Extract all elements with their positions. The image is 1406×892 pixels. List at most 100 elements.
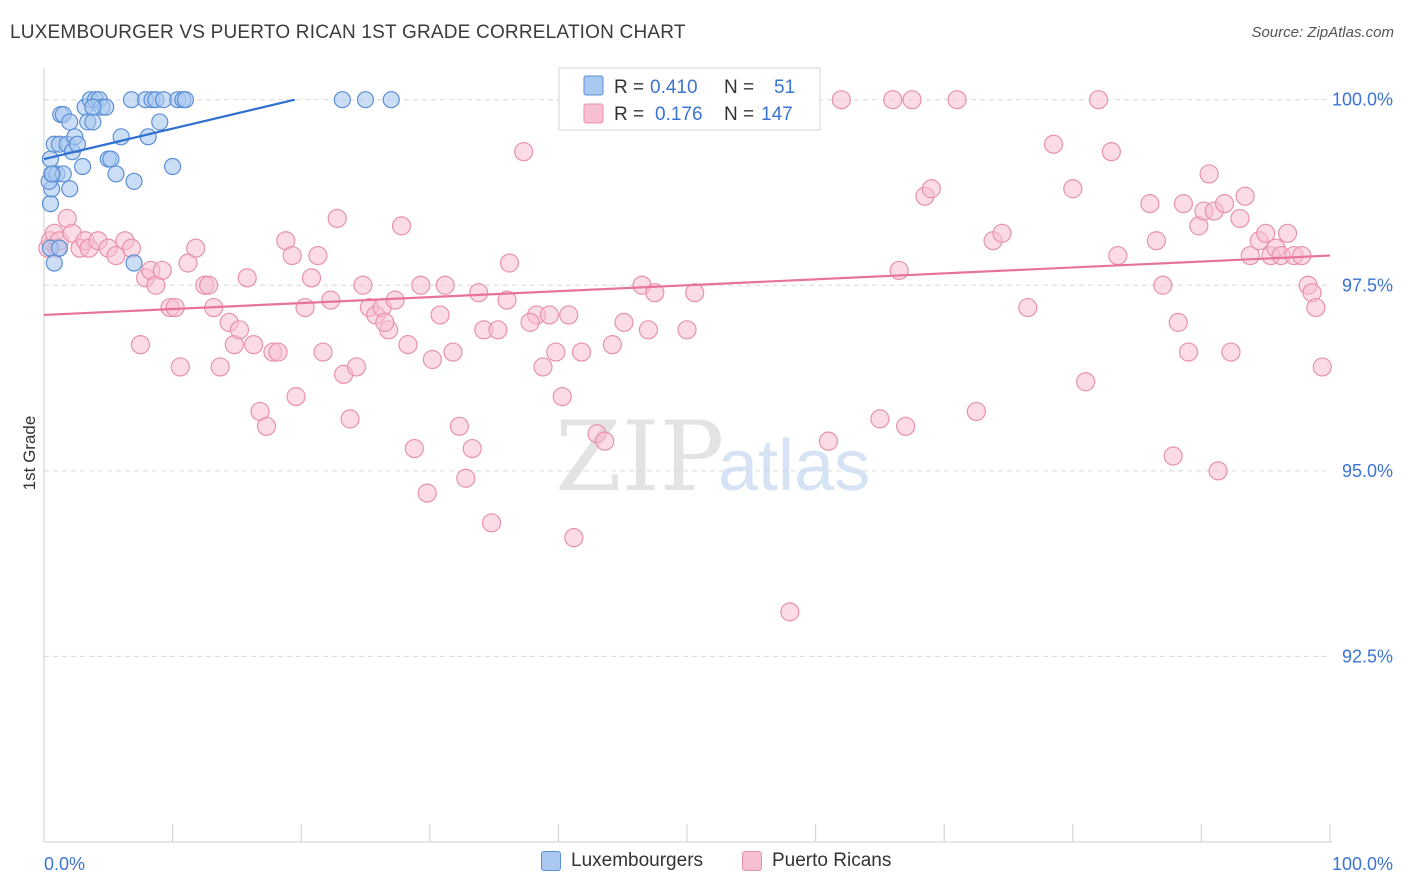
data-point-luxembourgers — [151, 113, 169, 131]
data-point-puerto-ricans — [398, 335, 418, 355]
legend-label-luxembourgers: Luxembourgers — [571, 850, 704, 871]
y-axis-label: 1st Grade — [20, 416, 39, 491]
legend-swatch-pink — [583, 103, 604, 124]
data-point-puerto-ricans — [353, 275, 373, 295]
y-tick-label: 97.5% — [1342, 275, 1393, 295]
data-point-puerto-ricans — [443, 342, 463, 362]
data-point-puerto-ricans — [1199, 164, 1219, 184]
data-point-puerto-ricans — [121, 238, 142, 258]
data-point-luxembourgers — [84, 98, 102, 116]
data-point-puerto-ricans — [1018, 297, 1038, 318]
data-point-puerto-ricans — [268, 342, 288, 362]
data-point-luxembourgers — [61, 180, 79, 198]
legend-r-label-1: R = — [614, 77, 649, 98]
data-point-puerto-ricans — [1221, 342, 1241, 362]
data-point-puerto-ricans — [1277, 223, 1298, 243]
legend-item-puerto-ricans[interactable]: Puerto Ricans — [742, 850, 891, 872]
data-point-puerto-ricans — [595, 431, 615, 451]
data-point-puerto-ricans — [1208, 461, 1228, 481]
data-point-puerto-ricans — [199, 275, 219, 295]
data-point-puerto-ricans — [571, 342, 592, 362]
legend-swatch-puerto-ricans — [742, 851, 762, 871]
data-point-luxembourgers — [73, 157, 92, 176]
data-point-puerto-ricans — [481, 513, 502, 533]
data-point-puerto-ricans — [456, 468, 476, 488]
data-point-puerto-ricans — [313, 342, 333, 362]
data-point-puerto-ricans — [130, 335, 151, 355]
trend-lines — [43, 98, 1331, 317]
data-point-puerto-ricans — [152, 260, 172, 281]
legend-item-luxembourgers[interactable]: Luxembourgers — [541, 850, 703, 872]
data-point-puerto-ricans — [295, 297, 315, 318]
data-point-puerto-ricans — [645, 283, 665, 303]
series-puerto-ricans — [38, 90, 1332, 622]
data-point-puerto-ricans — [488, 320, 508, 340]
data-point-puerto-ricans — [210, 357, 230, 377]
data-point-puerto-ricans — [831, 90, 851, 110]
legend-r-value-2: 0.176 — [655, 104, 703, 125]
axes — [43, 68, 1332, 843]
data-point-puerto-ricans — [1173, 194, 1193, 214]
data-point-luxembourgers — [61, 113, 79, 131]
data-point-puerto-ricans — [883, 90, 903, 110]
data-point-puerto-ricans — [514, 142, 534, 162]
data-point-puerto-ricans — [449, 416, 469, 436]
legend-n-label-1: N = — [724, 77, 759, 98]
data-point-luxembourgers — [164, 157, 182, 176]
watermark-zip: ZIP — [555, 401, 724, 513]
data-point-puerto-ricans — [818, 431, 839, 451]
x-tick-label: 0.0% — [44, 854, 85, 874]
data-point-luxembourgers — [125, 254, 143, 272]
y-tick-label: 100.0% — [1332, 90, 1393, 110]
data-point-puerto-ricans — [321, 290, 341, 310]
data-point-luxembourgers — [43, 165, 61, 183]
data-point-puerto-ricans — [677, 320, 697, 340]
data-point-luxembourgers — [45, 254, 63, 272]
x-tick-label: 100.0% — [1332, 854, 1393, 874]
data-point-puerto-ricans — [870, 409, 890, 429]
trend-line-luxembourgers — [43, 98, 296, 161]
data-point-puerto-ricans — [1306, 297, 1326, 318]
data-point-luxembourgers — [382, 91, 400, 109]
legend-n-label-2: N = — [724, 104, 759, 125]
data-point-puerto-ricans — [391, 216, 412, 236]
data-point-puerto-ricans — [430, 305, 450, 325]
data-point-puerto-ricans — [902, 90, 922, 110]
data-point-puerto-ricans — [552, 387, 572, 407]
data-point-puerto-ricans — [301, 268, 322, 288]
data-point-puerto-ricans — [559, 305, 579, 325]
data-point-puerto-ricans — [404, 438, 424, 459]
data-point-puerto-ricans — [462, 438, 482, 459]
data-point-puerto-ricans — [1178, 342, 1199, 362]
data-point-puerto-ricans — [186, 238, 206, 258]
data-point-puerto-ricans — [106, 245, 126, 266]
series-legend: Luxembourgers Puerto Ricans — [0, 850, 1406, 880]
data-point-puerto-ricans — [921, 179, 941, 199]
legend-label-puerto-ricans: Puerto Ricans — [772, 850, 892, 871]
data-point-puerto-ricans — [499, 253, 520, 273]
data-point-luxembourgers — [41, 195, 60, 213]
legend-n-value-2: 147 — [761, 104, 793, 125]
data-point-puerto-ricans — [229, 320, 250, 340]
data-point-puerto-ricans — [435, 275, 455, 295]
chart-title: LUXEMBOURGER VS PUERTO RICAN 1ST GRADE C… — [10, 22, 686, 43]
series-luxembourgers — [40, 91, 400, 272]
data-point-puerto-ricans — [947, 90, 967, 110]
data-point-puerto-ricans — [1153, 275, 1173, 295]
data-point-puerto-ricans — [327, 208, 347, 229]
data-point-puerto-ricans — [237, 268, 257, 288]
data-point-puerto-ricans — [1163, 446, 1183, 466]
data-point-puerto-ricans — [1063, 179, 1083, 199]
data-point-puerto-ricans — [1214, 194, 1235, 214]
data-point-puerto-ricans — [469, 283, 489, 303]
data-point-puerto-ricans — [244, 335, 264, 355]
tick-labels: 100.0% 97.5% 95.0% 92.5% 0.0% 100.0% — [44, 90, 1393, 874]
trend-line-puerto-ricans — [43, 254, 1331, 317]
data-point-puerto-ricans — [1076, 372, 1096, 392]
data-point-puerto-ricans — [685, 283, 705, 303]
data-point-puerto-ricans — [520, 312, 540, 332]
data-point-puerto-ricans — [170, 357, 190, 377]
watermark: ZIP atlas — [555, 401, 870, 513]
data-point-puerto-ricans — [564, 528, 584, 548]
watermark-atlas: atlas — [718, 426, 870, 506]
